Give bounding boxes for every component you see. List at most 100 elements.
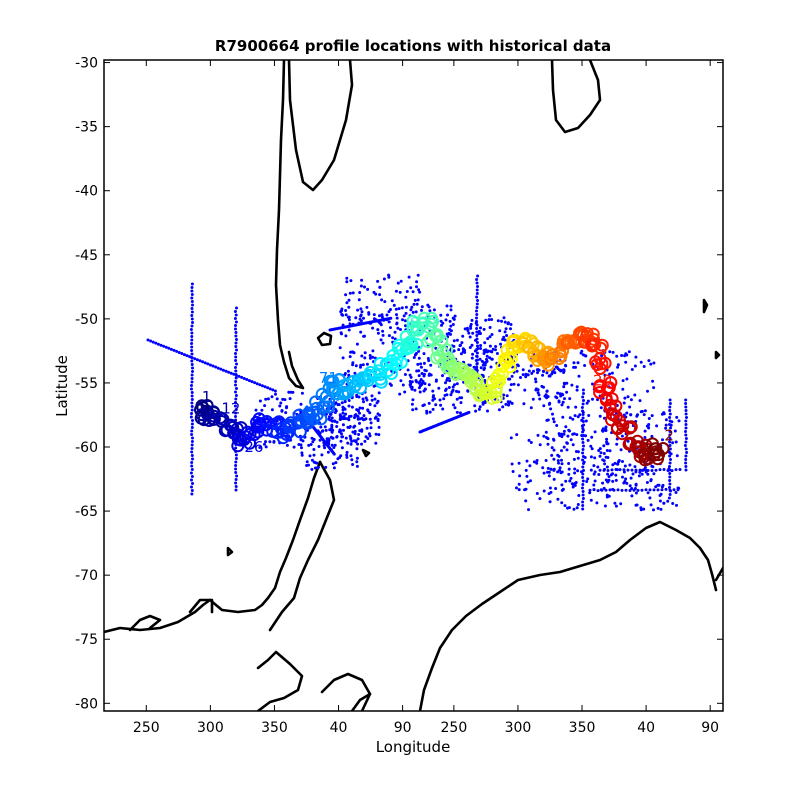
historical-point [232,372,236,376]
historical-point [638,399,642,403]
historical-point [561,415,565,419]
historical-point [639,506,643,510]
historical-point [581,413,585,416]
historical-point [475,281,479,285]
historical-point [561,400,565,404]
historical-point [484,348,488,352]
historical-point [374,415,378,419]
historical-point [589,455,593,459]
historical-point [449,393,453,397]
historical-point [201,360,205,364]
historical-point [395,321,399,325]
historical-point [581,437,585,441]
historical-point [378,314,381,318]
historical-point [363,351,367,355]
historical-point [684,433,688,437]
historical-point [652,386,656,390]
historical-point [363,334,366,338]
historical-point [354,364,358,368]
historical-point [190,443,194,447]
historical-point [581,465,585,469]
historical-point [611,479,615,483]
historical-point [668,488,672,492]
historical-point [354,440,358,444]
historical-point [647,417,651,420]
historical-point [234,464,238,467]
historical-point [562,445,566,449]
historical-point [552,477,556,481]
profile-number-label: 26 [244,438,263,456]
historical-point [245,378,249,381]
historical-point [592,472,596,476]
historical-point [475,323,479,327]
historical-point [272,440,276,444]
historical-point [668,482,672,486]
historical-point [556,391,560,395]
historical-point [359,284,363,288]
historical-point [177,351,181,354]
historical-point [645,424,649,428]
historical-point [515,433,519,437]
historical-point [444,381,447,385]
historical-point [190,412,193,415]
profile-marker [340,377,354,391]
historical-point [387,334,391,338]
historical-point [475,362,479,365]
historical-point [600,429,604,432]
historical-point [562,368,566,372]
historical-point [419,362,423,366]
historical-point [593,456,597,460]
historical-point [185,354,189,358]
historical-point [502,393,506,397]
historical-point [235,306,238,310]
historical-point [190,314,194,317]
historical-point [562,429,566,433]
historical-point [630,487,634,490]
historical-point [420,308,423,312]
historical-point [234,485,238,488]
historical-point [620,434,624,438]
historical-point [684,426,688,430]
historical-point [441,321,445,325]
historical-point [607,475,611,479]
historical-point [374,432,378,436]
historical-point [338,430,341,434]
historical-point [399,328,402,331]
historical-point [494,345,498,348]
historical-point [335,420,339,424]
historical-point [349,279,353,283]
historical-point [299,438,303,442]
historical-point [551,412,554,416]
x-tick-label: 90 [394,720,412,736]
historical-point [649,503,653,507]
historical-point [624,488,628,492]
historical-point [545,389,549,393]
historical-point [180,352,184,355]
historical-point [555,396,559,400]
profile-marker [424,317,438,331]
historical-point [505,394,509,398]
historical-point [548,500,552,504]
historical-point [549,467,553,471]
historical-point [189,328,193,331]
historical-point [651,379,655,383]
historical-point [546,466,550,470]
profile-marker [404,337,418,351]
historical-point [368,417,372,421]
historical-point [668,423,671,426]
historical-point [564,479,568,483]
historical-point [190,426,194,429]
historical-point [190,300,194,303]
historical-point [380,315,384,319]
historical-point [650,434,654,438]
historical-point [339,416,342,420]
historical-point [661,483,665,487]
historical-point [191,457,194,461]
historical-point [475,334,479,337]
historical-point [666,469,670,472]
historical-point [280,409,284,413]
historical-point [229,371,233,375]
historical-point [377,391,381,395]
historical-point [569,438,573,442]
historical-point [684,465,688,468]
